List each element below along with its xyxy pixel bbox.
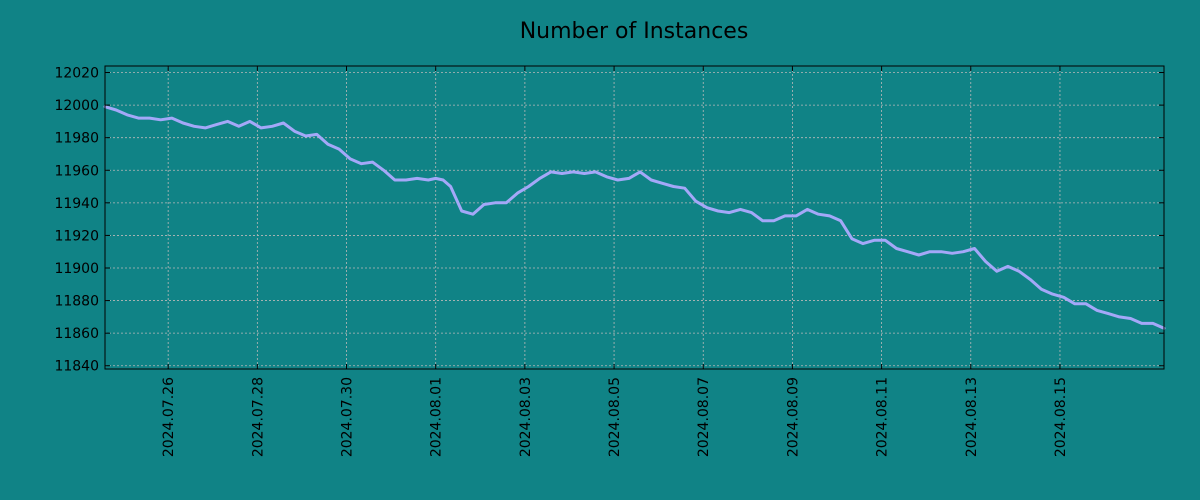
x-tick-label: 2024.08.15	[1053, 377, 1069, 457]
plot-frame	[104, 65, 1165, 370]
x-tick-label: 2024.08.05	[607, 377, 623, 457]
y-tick-label: 11940	[54, 196, 99, 212]
x-tick-label: 2024.08.11	[875, 377, 891, 457]
y-tick-label: 12020	[54, 66, 99, 82]
y-tick-label: 11860	[54, 326, 99, 342]
x-tick-label: 2024.07.30	[340, 377, 356, 457]
x-tick-label: 2024.08.01	[429, 377, 445, 457]
grid	[105, 66, 1164, 369]
axes: 11840 11860 11880 11900 11920 11940 11960 11980…	[54, 66, 1164, 457]
x-tick-label: 2024.07.26	[161, 377, 177, 457]
x-tick-label: 2024.08.13	[964, 377, 980, 457]
y-tick-label: 12000	[54, 98, 99, 114]
y-tick-label: 11960	[54, 163, 99, 179]
chart-title: Number of Instances	[520, 19, 749, 44]
x-tick-label: 2024.08.07	[696, 377, 712, 457]
y-tick-label: 11920	[54, 228, 99, 244]
y-tick-label: 11840	[54, 359, 99, 375]
series-layer	[103, 105, 1166, 330]
x-tick-label: 2024.08.03	[518, 377, 534, 457]
series-line	[103, 105, 1166, 330]
y-tick-label: 11900	[54, 261, 99, 277]
y-tick-label: 11880	[54, 294, 99, 310]
x-tick-label: 2024.08.09	[785, 377, 801, 457]
x-tick-label: 2024.07.28	[250, 377, 266, 457]
y-tick-label: 11980	[54, 131, 99, 147]
